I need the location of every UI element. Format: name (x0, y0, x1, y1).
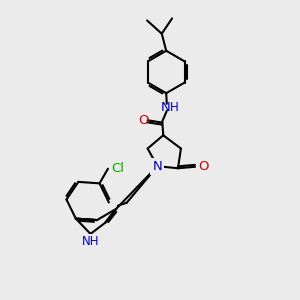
Text: Cl: Cl (111, 162, 124, 175)
Text: NH: NH (82, 236, 100, 248)
Text: O: O (139, 114, 149, 127)
Text: N: N (160, 101, 170, 114)
Text: H: H (170, 101, 178, 114)
Text: O: O (199, 160, 209, 173)
Text: N: N (152, 160, 162, 173)
